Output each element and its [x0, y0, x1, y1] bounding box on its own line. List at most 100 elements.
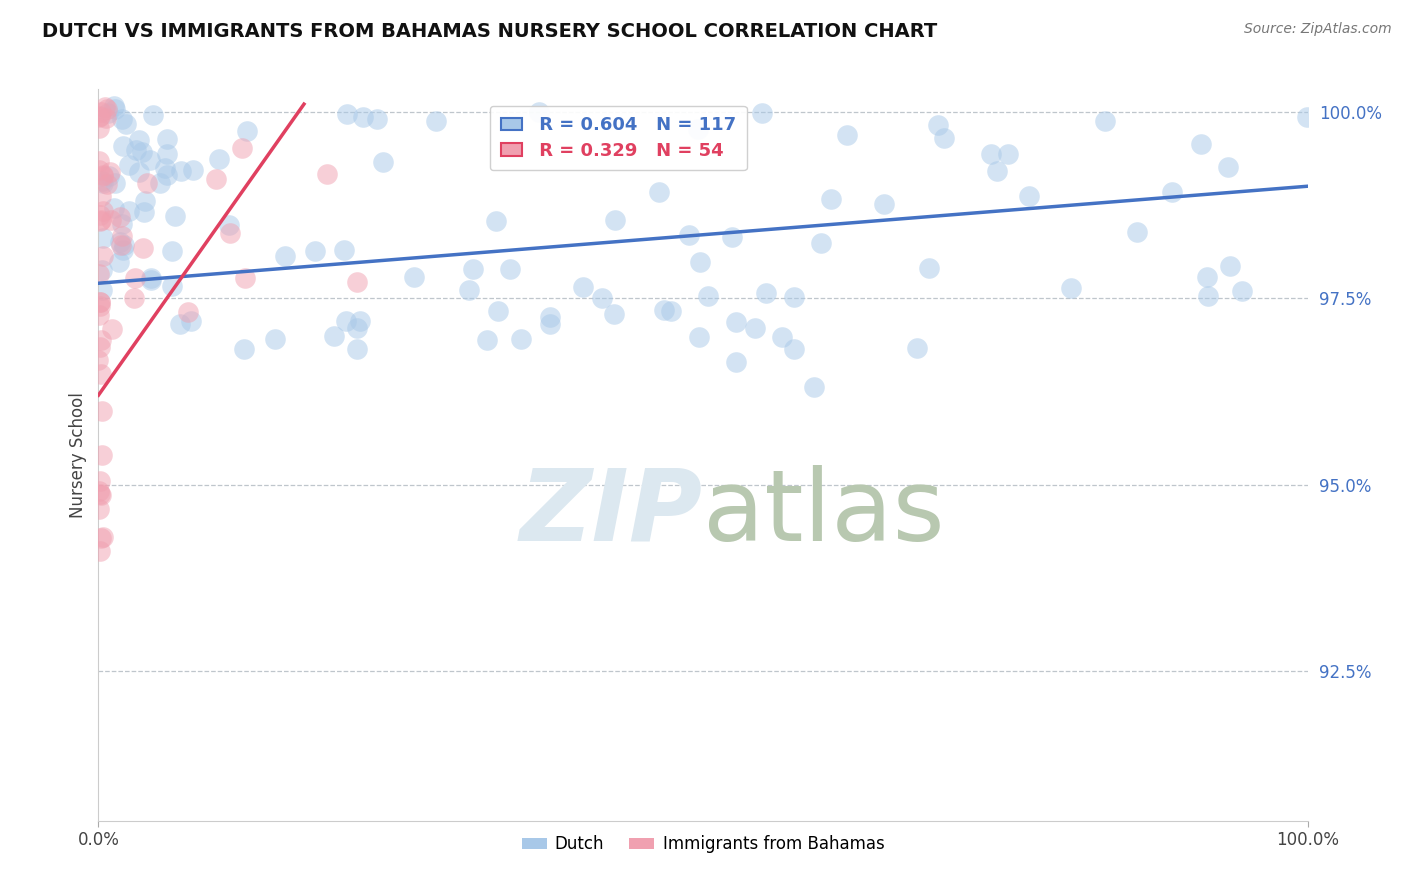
Point	[721, 230, 744, 244]
Point	[91, 249, 114, 263]
Point	[905, 341, 928, 355]
Point	[538, 317, 561, 331]
Point	[572, 279, 595, 293]
Point	[1060, 281, 1083, 295]
Point	[336, 106, 359, 120]
Point	[155, 161, 177, 175]
Point	[783, 290, 806, 304]
Point	[89, 483, 111, 498]
Point	[89, 340, 111, 354]
Point	[697, 289, 720, 303]
Point	[803, 380, 825, 394]
Point	[932, 130, 955, 145]
Point	[176, 304, 198, 318]
Point	[114, 117, 136, 131]
Point	[89, 109, 111, 123]
Point	[169, 163, 191, 178]
Point	[100, 213, 122, 227]
Point	[122, 291, 145, 305]
Point	[183, 163, 205, 178]
Point	[89, 487, 111, 501]
Point	[1197, 289, 1219, 303]
Point	[509, 332, 531, 346]
Point	[104, 103, 127, 117]
Point	[927, 118, 949, 132]
Point	[236, 124, 259, 138]
Point	[134, 194, 156, 208]
Point	[744, 321, 766, 335]
Point	[1126, 225, 1149, 239]
Point	[107, 254, 129, 268]
Point	[162, 279, 184, 293]
Point	[139, 271, 162, 285]
Point	[274, 249, 297, 263]
Point	[90, 404, 112, 418]
Point	[90, 104, 112, 119]
Point	[90, 262, 112, 277]
Point	[352, 110, 374, 124]
Point	[783, 342, 806, 356]
Point	[91, 176, 114, 190]
Point	[180, 314, 202, 328]
Point	[316, 167, 339, 181]
Point	[820, 192, 842, 206]
Point	[149, 176, 172, 190]
Point	[134, 205, 156, 219]
Text: DUTCH VS IMMIGRANTS FROM BAHAMAS NURSERY SCHOOL CORRELATION CHART: DUTCH VS IMMIGRANTS FROM BAHAMAS NURSERY…	[42, 22, 938, 41]
Point	[91, 169, 114, 183]
Point	[87, 308, 110, 322]
Point	[591, 291, 613, 305]
Point	[165, 209, 187, 223]
Point	[219, 226, 242, 240]
Point	[1160, 185, 1182, 199]
Point	[485, 214, 508, 228]
Point	[918, 260, 941, 275]
Point	[111, 228, 134, 243]
Point	[111, 112, 134, 127]
Point	[90, 367, 112, 381]
Point	[128, 165, 150, 179]
Point	[208, 152, 231, 166]
Point	[87, 353, 110, 368]
Point	[108, 235, 131, 250]
Point	[128, 133, 150, 147]
Point	[425, 114, 447, 128]
Point	[371, 155, 394, 169]
Point	[810, 236, 832, 251]
Point	[346, 275, 368, 289]
Point	[111, 217, 134, 231]
Point	[98, 164, 121, 178]
Point	[751, 106, 773, 120]
Point	[527, 104, 550, 119]
Point	[231, 141, 253, 155]
Point	[87, 267, 110, 281]
Point	[872, 197, 894, 211]
Point	[499, 262, 522, 277]
Point	[1219, 259, 1241, 273]
Point	[89, 162, 111, 177]
Point	[205, 172, 228, 186]
Point	[91, 231, 114, 245]
Point	[603, 307, 626, 321]
Point	[91, 530, 114, 544]
Point	[755, 285, 778, 300]
Point	[648, 185, 671, 199]
Point	[349, 314, 371, 328]
Point	[91, 169, 114, 183]
Point	[322, 328, 344, 343]
Point	[132, 241, 155, 255]
Point	[89, 110, 111, 124]
Point	[90, 488, 112, 502]
Point	[304, 244, 326, 258]
Point	[232, 342, 254, 356]
Point	[103, 202, 125, 216]
Point	[89, 299, 111, 313]
Point	[124, 270, 146, 285]
Point	[89, 544, 111, 558]
Point	[659, 304, 682, 318]
Point	[97, 169, 120, 183]
Point	[346, 320, 368, 334]
Point	[96, 112, 118, 126]
Point	[139, 153, 162, 167]
Point	[90, 532, 112, 546]
